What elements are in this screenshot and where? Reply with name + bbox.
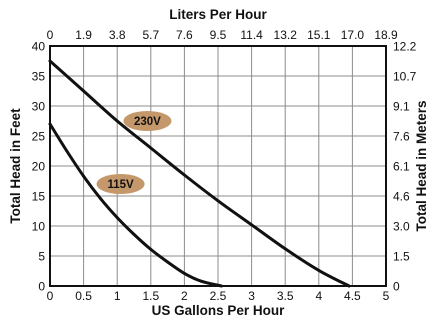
data-point-115v — [65, 149, 69, 153]
x-tick-label: 0.5 — [75, 289, 92, 303]
y2-tick-label: 4.6 — [393, 190, 410, 204]
x2-tick-label: 13.2 — [274, 28, 298, 42]
y2-tick-label: 12.2 — [393, 40, 417, 54]
data-point-115v — [183, 272, 186, 275]
x-tick-label: 4 — [315, 289, 322, 303]
y2-tick-label: 9.1 — [393, 100, 410, 114]
y2-tick-label: 3.0 — [393, 220, 410, 234]
x-tick-label: 2.5 — [210, 289, 227, 303]
y-tick-label: 30 — [32, 100, 46, 114]
x-tick-label: 1.5 — [142, 289, 159, 303]
data-point-230v — [283, 247, 287, 251]
plot-frame — [49, 45, 387, 287]
y2-tick-label: 0 — [393, 280, 400, 294]
x2-tick-label: 7.6 — [176, 28, 193, 42]
top-axis-title: Liters Per Hour — [169, 7, 267, 22]
y2-tick-label: 7.6 — [393, 130, 410, 144]
data-point-115v — [166, 260, 170, 264]
tick-labels: 000.51.913.81.55.727.62.59.5311.43.513.2… — [32, 28, 417, 303]
y-tick-label: 25 — [32, 130, 46, 144]
data-point-230v — [317, 269, 321, 272]
y-tick-label: 20 — [32, 160, 46, 174]
x-axis-title: US Gallons Per Hour — [152, 303, 286, 318]
x2-tick-label: 3.8 — [109, 28, 126, 42]
series-label-230v: 230V — [134, 116, 161, 128]
series-labels: 230V 115V — [96, 111, 172, 194]
x2-tick-label: 5.7 — [142, 28, 159, 42]
data-point-115v — [82, 174, 85, 178]
y-tick-label: 35 — [32, 70, 46, 84]
x-tick-label: 1 — [114, 289, 121, 303]
x-tick-label: 4.5 — [344, 289, 361, 303]
pump-curves — [48, 59, 351, 288]
series-badge-115v — [96, 174, 145, 194]
series-badge-230v — [123, 111, 172, 131]
data-point-115v — [199, 279, 203, 283]
y-tick-label: 10 — [32, 220, 46, 234]
y2-tick-label: 6.1 — [393, 160, 410, 174]
x-tick-label: 5 — [383, 289, 390, 303]
x-tick-label: 0 — [47, 289, 54, 303]
x2-tick-label: 0 — [47, 28, 54, 42]
x-tick-label: 3.5 — [277, 289, 294, 303]
x-tick-label: 3 — [248, 289, 255, 303]
x2-tick-label: 15.1 — [307, 28, 331, 42]
y-tick-label: 5 — [38, 250, 45, 264]
x2-tick-label: 17.0 — [341, 28, 365, 42]
data-point-115v — [115, 216, 119, 220]
x2-tick-label: 18.9 — [374, 28, 398, 42]
series-label-115v: 115V — [107, 179, 134, 191]
y2-tick-label: 10.7 — [393, 70, 417, 84]
y-tick-label: 15 — [32, 190, 46, 204]
data-point-230v — [149, 146, 153, 150]
x-tick-label: 2 — [181, 289, 188, 303]
data-point-230v — [250, 223, 254, 227]
data-point-230v — [82, 89, 85, 93]
data-point-230v — [216, 199, 220, 203]
data-point-115v — [99, 197, 102, 200]
data-point-230v — [115, 119, 119, 123]
right-axis-title: Total Head in Meters — [414, 100, 429, 231]
y-axis-title: Total Head in Feet — [8, 108, 23, 224]
data-point-115v — [149, 248, 153, 251]
x2-tick-label: 11.4 — [240, 28, 263, 42]
data-point-230v — [183, 173, 186, 177]
y-tick-label: 0 — [38, 280, 45, 294]
y-tick-label: 40 — [32, 40, 46, 54]
data-point-115v — [132, 233, 136, 236]
x2-tick-label: 9.5 — [210, 28, 227, 42]
grid-lines — [50, 46, 386, 286]
y2-tick-label: 1.5 — [393, 250, 410, 264]
x2-tick-label: 1.9 — [75, 28, 92, 42]
curve-230v — [48, 59, 351, 288]
